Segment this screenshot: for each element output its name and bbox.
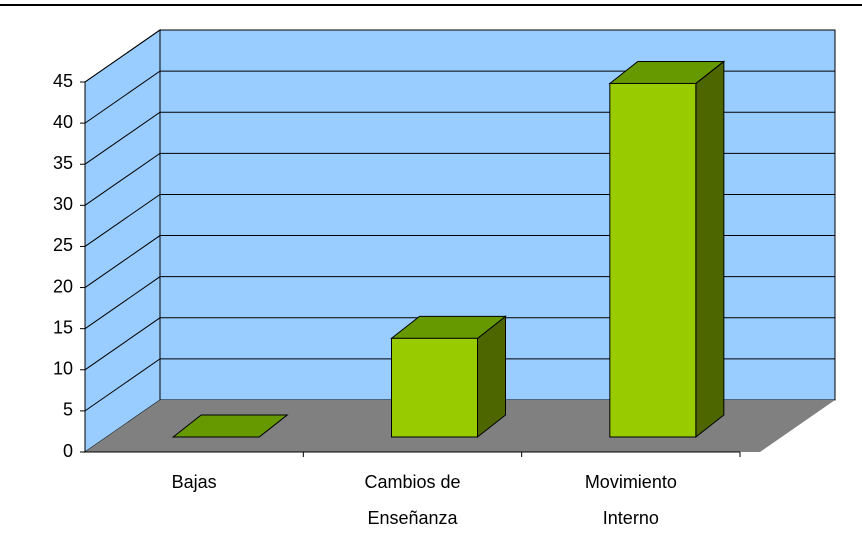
y-tick-label: 35: [53, 153, 73, 173]
grid-line: [84, 29, 835, 83]
x-tick-label: Cambios de Enseñanza: [364, 472, 461, 528]
y-tick-label: 10: [53, 359, 73, 379]
y-tick-label: 15: [53, 317, 73, 337]
bar-side: [695, 60, 725, 439]
x-tick-label: Bajas: [171, 472, 217, 492]
y-tick-label: 40: [53, 112, 73, 132]
side-wall: [84, 29, 161, 453]
bar-top: [171, 414, 289, 438]
x-tick-label: Movimiento Interno: [584, 472, 677, 528]
y-tick-label: 30: [53, 194, 73, 214]
y-tick-label: 5: [63, 400, 73, 420]
y-tick-label: 20: [53, 276, 73, 296]
y-tick-label: 25: [53, 235, 73, 255]
grid-line: [84, 70, 835, 124]
y-tick-label: 0: [63, 441, 73, 461]
bar: [609, 82, 697, 438]
bar: [391, 337, 478, 438]
y-tick-label: 45: [53, 71, 73, 91]
